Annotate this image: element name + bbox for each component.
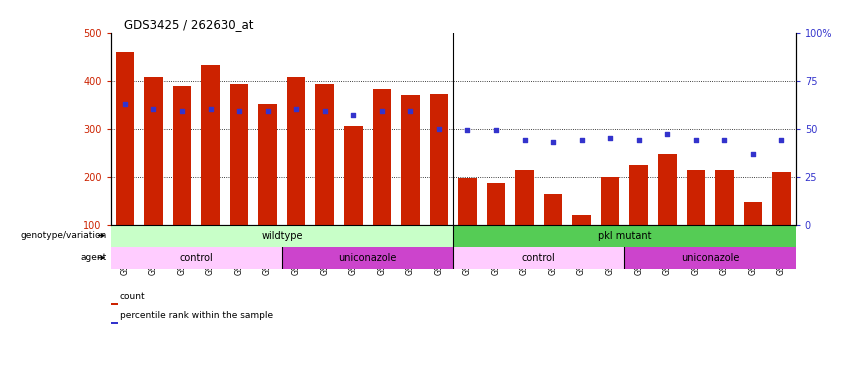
Bar (744, 202, 762, 225)
Bar (230, 84, 248, 225)
Bar (430, 94, 448, 225)
Bar (515, 170, 534, 225)
Bar (282, 247, 454, 269)
Bar (573, 215, 591, 225)
Point (746, 151, 760, 157)
Point (146, 106, 160, 113)
Text: uniconazole: uniconazole (339, 253, 397, 263)
Bar (401, 95, 420, 225)
Bar (344, 126, 363, 225)
Text: count: count (120, 292, 146, 301)
Point (260, 108, 274, 114)
Text: GDS3425 / 262630_at: GDS3425 / 262630_at (124, 18, 254, 31)
Point (232, 108, 246, 114)
Bar (111, 225, 453, 247)
Bar (544, 194, 563, 225)
Bar (715, 170, 734, 225)
Bar (772, 172, 791, 225)
Bar (201, 65, 220, 225)
Point (603, 135, 617, 141)
Text: genotype/variation: genotype/variation (20, 231, 106, 240)
Bar (625, 247, 796, 269)
Point (489, 127, 503, 134)
Text: agent: agent (80, 253, 106, 262)
Point (546, 139, 560, 145)
Bar (111, 247, 282, 269)
Point (717, 137, 731, 143)
Point (375, 108, 389, 114)
Bar (453, 247, 625, 269)
Point (460, 127, 474, 134)
Point (660, 131, 674, 137)
Text: control: control (180, 253, 213, 263)
Bar (144, 77, 163, 225)
Point (318, 108, 332, 114)
Bar (687, 170, 705, 225)
Bar (373, 89, 391, 225)
Bar (173, 86, 191, 225)
Text: wildtype: wildtype (261, 230, 303, 241)
Point (118, 101, 132, 107)
Text: percentile rank within the sample: percentile rank within the sample (120, 311, 273, 320)
Bar (316, 84, 334, 225)
Point (774, 137, 788, 143)
Bar (259, 104, 277, 225)
Text: pkl mutant: pkl mutant (597, 230, 651, 241)
Point (689, 137, 703, 143)
Text: uniconazole: uniconazole (681, 253, 740, 263)
Bar (453, 225, 796, 247)
Bar (630, 165, 648, 225)
Point (175, 108, 189, 114)
Bar (658, 154, 677, 225)
Bar (458, 178, 477, 225)
Bar (487, 183, 505, 225)
Point (403, 108, 417, 114)
Point (289, 106, 303, 113)
Text: control: control (522, 253, 556, 263)
Point (574, 137, 588, 143)
Point (632, 137, 646, 143)
Point (346, 112, 360, 118)
Bar (287, 77, 306, 225)
Point (432, 126, 446, 132)
Point (517, 137, 531, 143)
Point (203, 106, 217, 113)
Bar (601, 177, 620, 225)
Bar (116, 52, 134, 225)
